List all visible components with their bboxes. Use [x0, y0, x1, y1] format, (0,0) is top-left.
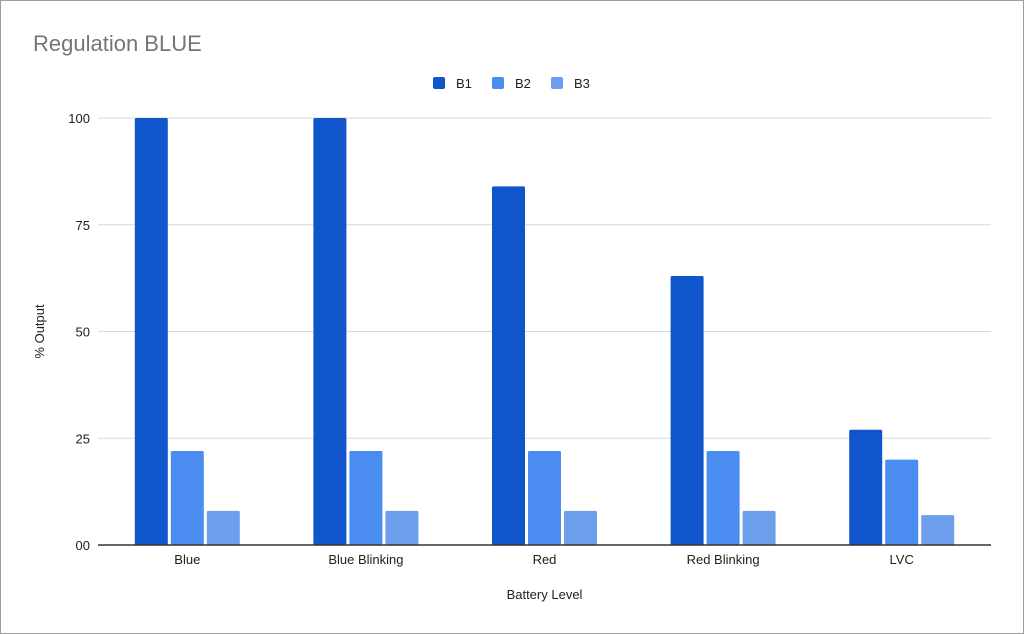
- x-axis-title: Battery Level: [507, 587, 583, 602]
- x-tick-label: Blue Blinking: [328, 552, 403, 567]
- bar-b1-blue-blinking: [313, 118, 347, 545]
- bar-b2-red-blinking: [706, 451, 740, 545]
- bar-b3-red-blinking: [742, 510, 776, 545]
- x-tick-label: Red Blinking: [687, 552, 760, 567]
- y-tick-label: 75: [76, 218, 90, 233]
- y-axis-title: % Output: [32, 304, 47, 359]
- bar-b2-blue-blinking: [349, 451, 383, 545]
- bars: [134, 118, 955, 545]
- bar-b3-lvc: [921, 515, 955, 545]
- bar-b1-red: [492, 186, 525, 545]
- bar-b1-red-blinking: [670, 275, 704, 545]
- bar-b2-lvc: [885, 459, 919, 545]
- y-tick-label: 00: [76, 538, 90, 553]
- bar-b1-lvc: [849, 429, 883, 545]
- bar-b2-blue: [170, 451, 204, 545]
- gridlines: [98, 117, 991, 439]
- bar-b3-blue-blinking: [385, 510, 419, 545]
- bar-b3-blue: [206, 510, 240, 545]
- bar-b2-red: [528, 451, 561, 545]
- legend-swatch-b1: [433, 77, 445, 89]
- legend: B1 B2 B3: [433, 76, 590, 91]
- bar-b3-red: [564, 510, 597, 545]
- y-tick-label: 50: [76, 325, 90, 340]
- bar-b1-blue: [134, 118, 168, 545]
- legend-label-b1: B1: [456, 76, 472, 91]
- y-axis-ticks: 00 25 50 75 100: [68, 111, 90, 553]
- chart-title: Regulation BLUE: [33, 31, 202, 56]
- x-tick-label: Red: [533, 552, 557, 567]
- y-tick-label: 25: [76, 431, 90, 446]
- legend-label-b3: B3: [574, 76, 590, 91]
- legend-label-b2: B2: [515, 76, 531, 91]
- x-tick-label: Blue: [174, 552, 200, 567]
- x-tick-label: LVC: [890, 552, 914, 567]
- x-axis-ticks: Blue Blue Blinking Red Red Blinking LVC: [174, 552, 914, 567]
- legend-swatch-b3: [551, 77, 563, 89]
- legend-swatch-b2: [492, 77, 504, 89]
- y-tick-label: 100: [68, 111, 90, 126]
